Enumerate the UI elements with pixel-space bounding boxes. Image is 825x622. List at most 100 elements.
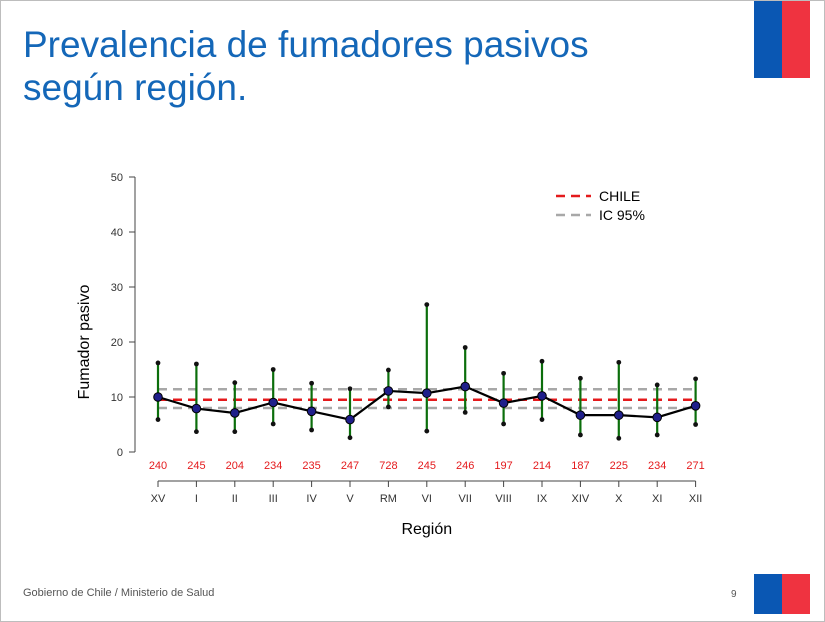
error-bar-upper-cap [578,375,583,381]
x-tick-label: IX [537,493,548,505]
flag-blue-stripe [754,574,782,614]
sample-size-label: 214 [533,460,551,472]
data-point [383,386,394,396]
slide-title: Prevalencia de fumadores pasivos según r… [23,24,589,108]
error-bar-lower-cap [654,432,660,438]
x-tick-label: XIV [572,493,590,505]
data-point [652,412,663,423]
y-tick-label: 20 [111,337,123,349]
error-bar-upper-cap [424,302,430,307]
sample-size-label: 225 [610,460,628,472]
sample-size-label: 235 [302,460,320,472]
flag-blue-stripe [754,1,782,78]
error-bar-upper-cap [386,367,391,373]
data-point [575,410,586,420]
data-point [537,391,547,401]
data-point [345,414,355,425]
sample-size-label: 245 [187,460,205,472]
error-bar-lower-cap [155,417,161,422]
flag-red-stripe [782,574,810,614]
y-tick-label: 10 [111,392,123,404]
error-bar-lower-cap [270,421,276,427]
sample-size-label: 240 [149,460,167,472]
x-tick-label: X [615,493,623,505]
error-bars [155,302,698,441]
sample-size-label: 246 [456,460,474,472]
error-bar-lower-cap [194,429,199,435]
x-tick-label: III [269,493,278,505]
sample-size-label: 245 [418,460,436,472]
data-point [422,388,432,398]
chart-legend: CHILE IC 95% [556,188,645,223]
flag-logo-top [754,1,810,78]
x-tick-label: I [195,493,198,505]
flag-red-stripe [782,1,810,78]
error-bar-upper-cap [232,380,238,386]
y-tick-label: 30 [111,282,123,294]
data-point [191,403,202,414]
sample-size-label: 187 [571,460,589,472]
error-bar-lower-cap [693,422,698,427]
error-bar-lower-cap [309,427,314,433]
data-point [306,406,317,417]
x-tick-label: V [346,493,354,505]
sample-size-label: 234 [264,460,282,472]
sample-size-label: 271 [686,460,704,472]
error-bar-lower-cap [616,435,622,441]
error-bar-lower-cap [539,417,545,422]
x-tick-label: XI [652,493,662,505]
x-tick-label: VIII [495,493,512,505]
error-bar-lower-cap [424,428,430,434]
x-tick-label: VI [422,493,432,505]
error-bar-lower-cap [501,421,506,427]
data-point [460,381,471,392]
error-bar-upper-cap [347,386,353,392]
sample-size-label: 247 [341,460,359,472]
data-point [268,397,279,408]
footer-text: Gobierno de Chile / Ministerio de Salud [23,587,215,599]
error-bar-upper-cap [155,360,161,366]
y-tick-label: 40 [111,227,123,239]
x-tick-label: II [232,493,238,505]
error-bar-upper-cap [539,358,545,364]
x-tick-label: XII [689,493,702,505]
error-bar-upper-cap [270,367,276,372]
sample-size-label: 197 [494,460,512,472]
error-bar-lower-cap [578,432,583,438]
flag-logo-bottom [754,574,810,614]
error-bar-upper-cap [693,376,698,382]
error-bar-lower-cap [232,429,238,435]
error-bar-lower-cap [386,404,391,410]
legend-label: IC 95% [599,207,645,223]
x-tick-label: RM [380,493,397,505]
legend-label: CHILE [599,188,640,204]
error-bar-upper-cap [194,361,199,367]
data-point [498,398,509,408]
data-point [153,392,163,402]
error-bar-upper-cap [616,359,622,365]
sample-size-label: 204 [226,460,244,472]
x-tick-label: VII [458,493,471,505]
data-point [230,408,240,418]
error-bar-upper-cap [501,370,506,376]
error-bar-upper-cap [309,380,314,386]
error-bar-upper-cap [462,345,468,350]
y-tick-label: 50 [111,172,123,184]
data-point [690,401,701,411]
sample-size-label: 234 [648,460,666,472]
error-bar-lower-cap [462,410,468,415]
error-bar-upper-cap [654,382,660,388]
x-tick-label: IV [306,493,317,505]
x-axis-title: Región [401,521,452,538]
x-tick-label: XV [151,493,166,505]
y-tick-label: 0 [117,447,123,459]
data-point [614,410,624,420]
y-axis-title: Fumador pasivo [76,285,93,400]
sample-size-label: 728 [379,460,397,472]
page-number: 9 [731,589,737,600]
data-points [153,381,701,425]
error-bar-lower-cap [347,435,353,441]
